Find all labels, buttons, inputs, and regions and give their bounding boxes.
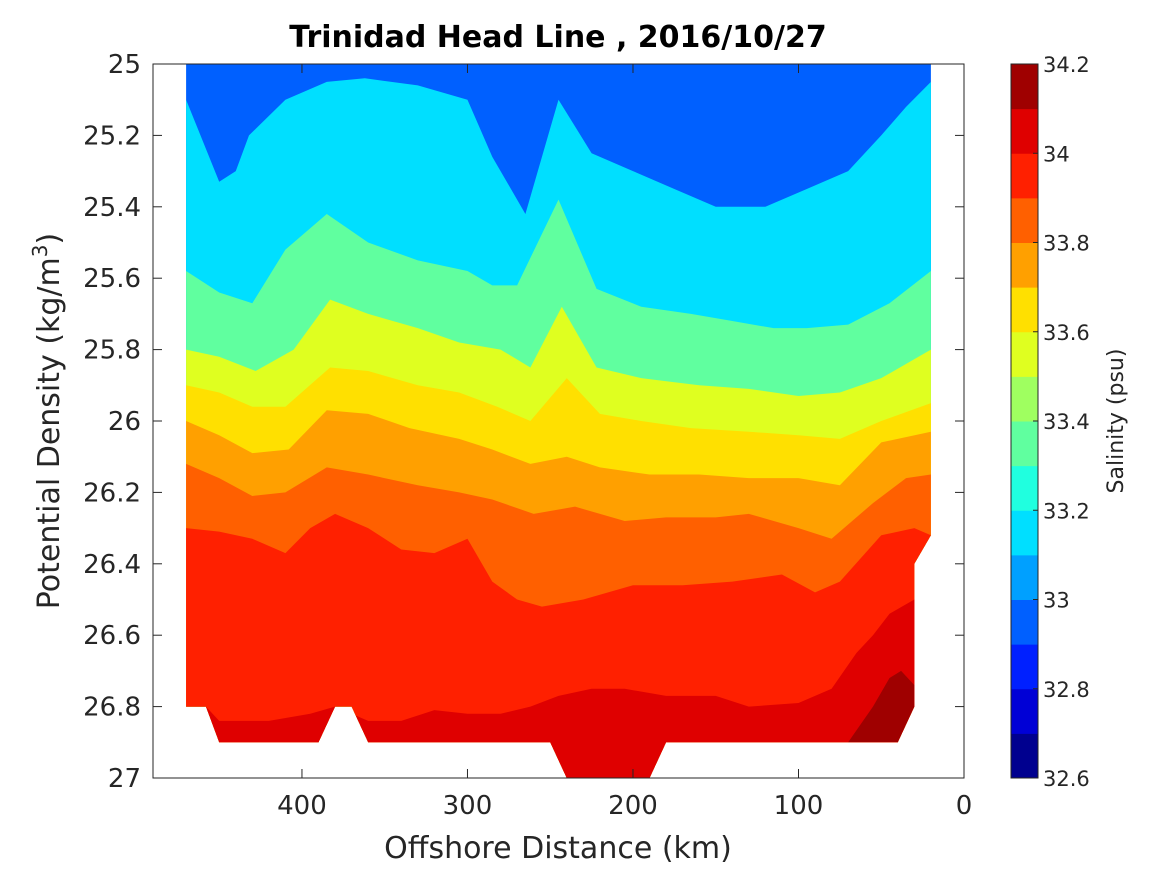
colorbar-swatch [1011,331,1038,377]
x-tick-label: 100 [774,791,824,821]
colorbar-tick-label: 33.8 [1043,232,1090,256]
colorbar-swatch [1011,108,1038,154]
colorbar-swatch [1011,197,1038,243]
y-tick-label: 25 [108,50,141,80]
colorbar-swatch [1011,64,1038,110]
y-tick-label: 27 [108,764,141,794]
colorbar-tick-label: 33 [1043,589,1070,613]
contour-fills [186,64,931,778]
colorbar-swatch [1011,376,1038,422]
x-tick-label: 300 [443,791,493,821]
colorbar-tick-label: 34 [1043,142,1070,166]
y-tick-label: 26.6 [83,621,141,651]
y-tick-label: 25.4 [83,193,141,223]
y-tick-label: 25.6 [83,264,141,294]
y-tick-label: 26.4 [83,550,141,580]
colorbar-swatch [1011,287,1038,333]
colorbar-ticks: 32.6 32.8 33 33.2 33.4 33.6 33.8 34 34.2 [1033,53,1090,791]
y-tick-label: 26 [108,407,141,437]
y-tick-label: 26.8 [83,693,141,723]
y-axis-ticks: 25 25.2 25.4 25.6 25.8 26 26.2 26.4 26.6 26.8 27 [83,50,964,794]
y-tick-label: 25.8 [83,336,141,366]
contour-band-34-1 [848,670,915,743]
colorbar-label: Salinity (psu) [1104,349,1129,494]
colorbar-tick-label: 33.6 [1043,321,1090,345]
colorbar-tick-label: 33.2 [1043,499,1090,523]
colorbar-swatch [1011,688,1038,734]
colorbar-tick-label: 32.6 [1043,767,1090,791]
colorbar-tick-label: 33.4 [1043,410,1090,434]
x-tick-label: 400 [277,791,327,821]
colorbar [1010,63,1039,779]
x-tick-label: 200 [608,791,658,821]
colorbar-swatch [1011,242,1038,288]
colorbar-swatch [1011,733,1038,779]
colorbar-swatch [1011,644,1038,690]
y-axis-label-superscript: 3 [28,244,52,257]
x-axis-ticks: 400 300 200 100 0 [277,64,972,821]
y-tick-label: 26.2 [83,478,141,508]
y-tick-label: 25.2 [83,121,141,151]
colorbar-swatch [1011,421,1038,467]
colorbar-swatch [1011,510,1038,556]
colorbar-swatch [1011,599,1038,645]
colorbar-swatch [1011,153,1038,199]
y-axis-label: Potential Density (kg/m3) [28,233,67,609]
colorbar-tick-label: 34.2 [1043,53,1090,77]
x-tick-label: 0 [956,791,973,821]
colorbar-swatch [1011,554,1038,600]
x-axis-label: Offshore Distance (km) [384,831,732,866]
colorbar-tick-label: 32.8 [1043,678,1090,702]
chart-title: Trinidad Head Line , 2016/10/27 [289,20,826,55]
colorbar-swatch [1011,465,1038,511]
